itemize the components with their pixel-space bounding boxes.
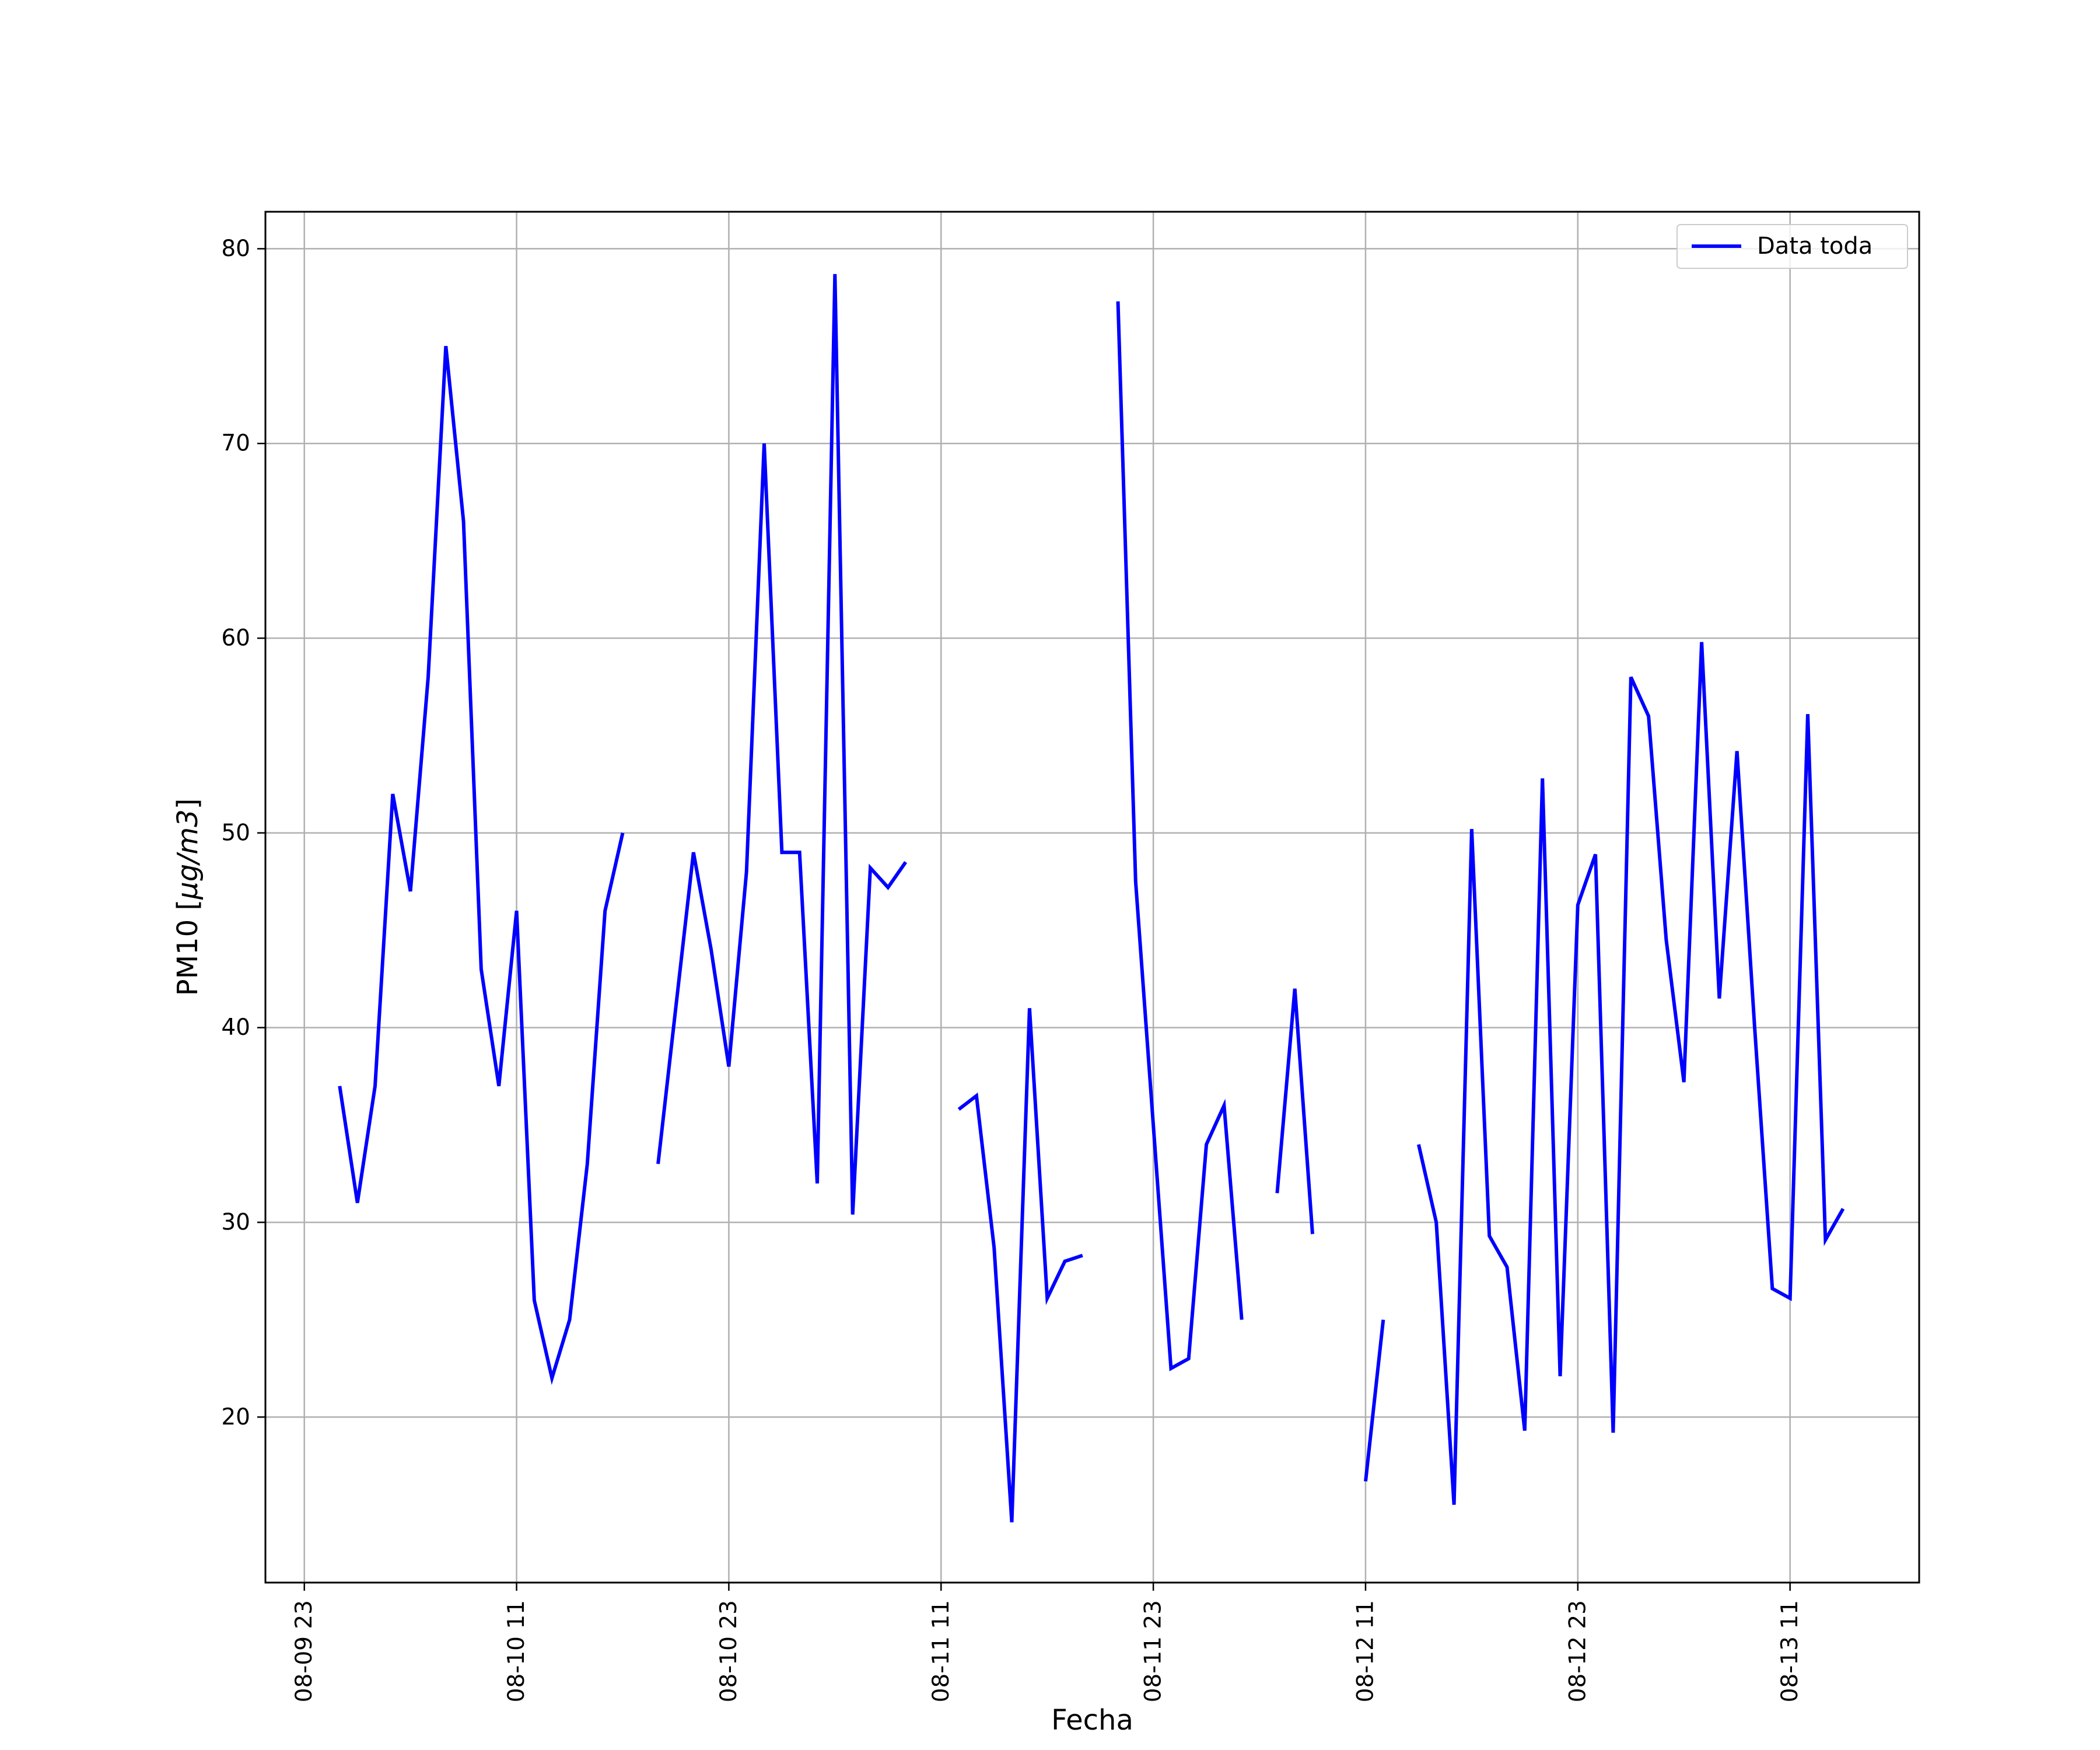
y-axis-label-prefix: PM10 [ [172,900,204,996]
y-tick-label: 70 [221,430,250,457]
y-tick-label: 50 [221,820,250,846]
x-tick-label: 08-12 11 [1352,1600,1378,1702]
y-axis-label-units: μg/m3 [172,809,204,900]
series-line-segment [1275,988,1314,1234]
x-tick-label: 08-11 23 [1140,1600,1167,1702]
y-tick-label: 80 [221,236,250,262]
y-tick-labels: 20 30 40 50 60 70 80 [221,236,250,1430]
series-line-segment [1116,301,1244,1371]
series-line-segment [1364,1320,1385,1482]
y-tick-label: 30 [221,1209,250,1236]
x-tick-label: 08-09 23 [291,1600,317,1702]
x-tick-label: 08-13 11 [1777,1600,1803,1702]
x-axis-label: Fecha [1051,1704,1133,1737]
series-line-segment [338,345,625,1385]
grid [265,212,1919,1583]
plot-frame [264,211,1920,1584]
x-tick-label: 08-12 23 [1564,1600,1591,1702]
x-tick-label: 08-10 11 [503,1600,530,1702]
series-data-toda [338,274,1845,1522]
legend-label-data-toda: Data toda [1757,233,1873,260]
axis-ticks [257,248,1791,1591]
x-tick-label: 08-10 23 [716,1600,742,1702]
legend-box [1676,224,1908,269]
y-tick-label: 60 [221,625,250,652]
series-line-segment [1416,642,1845,1505]
y-tick-label: 20 [221,1404,250,1430]
y-axis-label: PM10 [μg/m3] [172,799,204,996]
legend: Data toda [1676,224,1908,269]
series-line-segment [656,274,908,1215]
x-tick-label: 08-11 11 [928,1600,954,1702]
series-line-segment [957,1008,1083,1522]
y-axis-label-suffix: ] [172,799,204,810]
y-tick-label: 40 [221,1014,250,1041]
x-tick-labels: 08-09 23 08-10 11 08-10 23 08-11 11 08-11 23… [291,1600,1803,1702]
